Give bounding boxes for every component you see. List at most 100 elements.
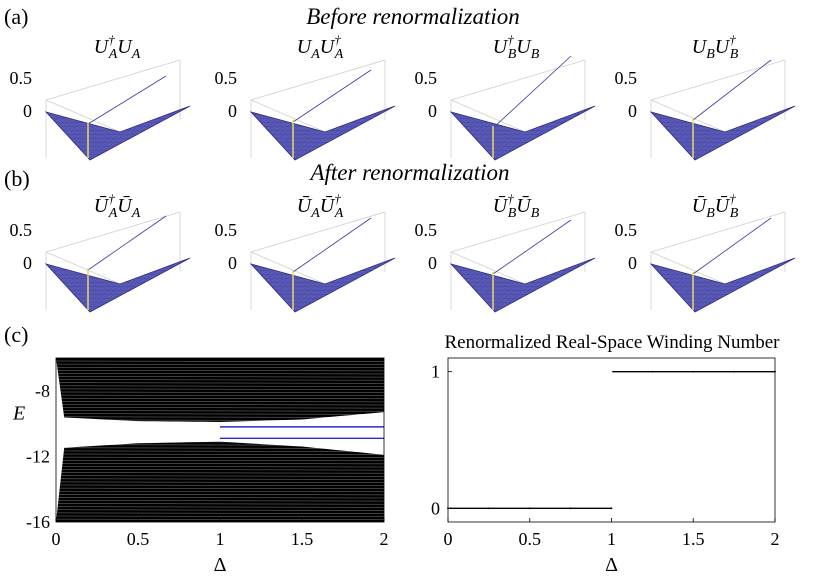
spectrum-level-gap xyxy=(55,494,385,496)
operator-titles-before: U† AUA UAU† A U† BUB UBU† B xyxy=(94,32,739,62)
spectrum-lower-band xyxy=(56,441,384,522)
surface-ridge-top xyxy=(87,215,167,271)
surface-ztick-0.5: 0.5 xyxy=(615,68,638,88)
spectrum-level-gap xyxy=(55,478,385,480)
winding-point xyxy=(612,370,615,373)
spectrum-level-gap xyxy=(55,363,385,365)
spectrum-level-gap xyxy=(55,432,385,434)
spectrum-level-gap xyxy=(55,447,385,449)
winding-axes-box xyxy=(447,357,776,523)
spectrum-level-gap xyxy=(55,422,385,424)
spectrum-level-gap xyxy=(55,441,385,443)
surface-plot-after-3: 0.50 xyxy=(415,211,596,313)
spectrum-level-gap xyxy=(55,484,385,486)
spectrum-level-gap xyxy=(55,410,385,412)
spectrum-level-gap xyxy=(55,444,385,446)
spectrum-level-gap xyxy=(55,360,385,362)
spectrum-level-gap xyxy=(55,385,385,387)
spectrum-level-gap xyxy=(55,500,385,502)
spectrum-ytick-label: -12 xyxy=(26,446,50,466)
section-title-before: Before renormalization xyxy=(306,4,520,29)
spectrum-level-gap xyxy=(55,407,385,409)
spectrum-level-gap xyxy=(55,419,385,421)
surface-ridge-top xyxy=(492,219,572,275)
spectrum-level-gap xyxy=(55,404,385,406)
operator-title-before-2: UAU† A xyxy=(297,32,344,62)
surface-ridge-top xyxy=(492,55,572,129)
surface-ztick-0: 0 xyxy=(23,253,32,273)
spectrum-level-gap xyxy=(55,401,385,403)
winding-xtick-label: 1 xyxy=(607,529,616,549)
spectrum-level-gap xyxy=(55,472,385,474)
surface-plot-after-4: 0.50 xyxy=(615,211,796,313)
spectrum-level-gap xyxy=(55,469,385,471)
energy-spectrum-plot: 0 0.5 1 1.5 2 -8 -12 -16 Δ E xyxy=(12,357,389,576)
spectrum-level-gap xyxy=(55,428,385,431)
spectrum-level-gap xyxy=(55,373,385,375)
spectrum-xtick-label: 1 xyxy=(216,529,225,549)
spectrum-level-gap xyxy=(55,475,385,477)
winding-xlabel: Δ xyxy=(605,554,618,576)
surface-ztick-0.5: 0.5 xyxy=(10,220,33,240)
winding-xtick-label: 0 xyxy=(444,529,453,549)
spectrum-level-gap xyxy=(55,435,385,437)
spectrum-level-gap xyxy=(55,487,385,489)
surface-ztick-0.5: 0.5 xyxy=(10,68,33,88)
spectrum-xtick-label: 0 xyxy=(52,529,61,549)
winding-point xyxy=(692,370,695,373)
surface-ztick-0: 0 xyxy=(428,101,437,121)
winding-xtick-label: 2 xyxy=(771,529,780,549)
surface-ztick-0.5: 0.5 xyxy=(415,68,438,88)
surface-ridge-top xyxy=(692,217,772,275)
surface-plot-before-1: 0.50 xyxy=(10,59,191,161)
panel-label-a: (a) xyxy=(4,4,28,29)
surface-plot-before-4: 0.50 xyxy=(615,59,796,161)
spectrum-level-gap xyxy=(55,382,385,384)
spectrum-level-gap xyxy=(55,497,385,499)
spectrum-level-gap xyxy=(55,490,385,493)
spectrum-level-gap xyxy=(55,453,385,455)
spectrum-xlabel: Δ xyxy=(214,554,227,576)
surface-ztick-0.5: 0.5 xyxy=(415,220,438,240)
spectrum-level-gap xyxy=(55,391,385,393)
spectrum-level-gap xyxy=(55,515,385,517)
spectrum-xtick-label: 2 xyxy=(380,529,389,549)
panel-label-c: (c) xyxy=(4,322,28,347)
spectrum-level-gap xyxy=(55,459,385,462)
surface-ridge-top xyxy=(292,217,372,273)
surface-plot-before-2: 0.50 xyxy=(215,59,396,161)
operator-title-after-3: Ū† BŪB xyxy=(493,191,540,221)
winding-point xyxy=(651,370,654,373)
winding-point xyxy=(528,507,531,510)
surface-plot-after-2: 0.50 xyxy=(215,211,396,313)
winding-xtick-label: 0.5 xyxy=(519,529,542,549)
surface-ztick-0.5: 0.5 xyxy=(215,68,238,88)
panel-label-b: (b) xyxy=(4,166,30,191)
spectrum-level-gap xyxy=(55,394,385,396)
winding-title: Renormalized Real-Space Winding Number xyxy=(445,332,781,353)
operator-title-after-2: ŪAŪ† A xyxy=(297,191,344,221)
spectrum-level-gap xyxy=(55,370,385,372)
winding-number-plot: Renormalized Real-Space Winding Number 0 0… xyxy=(431,332,780,576)
surface-ztick-0: 0 xyxy=(628,101,637,121)
section-title-after: After renormalization xyxy=(308,160,509,185)
spectrum-xtick-label: 0.5 xyxy=(127,529,150,549)
spectrum-level-gap xyxy=(55,366,385,369)
spectrum-level-gap xyxy=(55,450,385,452)
spectrum-level-gap xyxy=(55,416,385,418)
surface-ztick-0: 0 xyxy=(228,101,237,121)
spectrum-ylabel: E xyxy=(12,403,25,425)
spectrum-level-gap xyxy=(55,466,385,468)
surface-ztick-0.5: 0.5 xyxy=(615,220,638,240)
spectrum-level-gap xyxy=(55,379,385,381)
operator-title-after-4: ŪBŪ† B xyxy=(692,191,739,221)
spectrum-ytick-label: -16 xyxy=(26,512,50,532)
spectrum-level-gap xyxy=(55,506,385,508)
spectrum-level-gap xyxy=(55,481,385,483)
spectrum-level-gap xyxy=(55,388,385,390)
surface-plots: 0.500.500.500.500.500.500.500.50 xyxy=(10,55,796,313)
winding-point xyxy=(610,507,613,510)
surface-ztick-0: 0 xyxy=(228,253,237,273)
spectrum-level-gap xyxy=(55,413,385,415)
